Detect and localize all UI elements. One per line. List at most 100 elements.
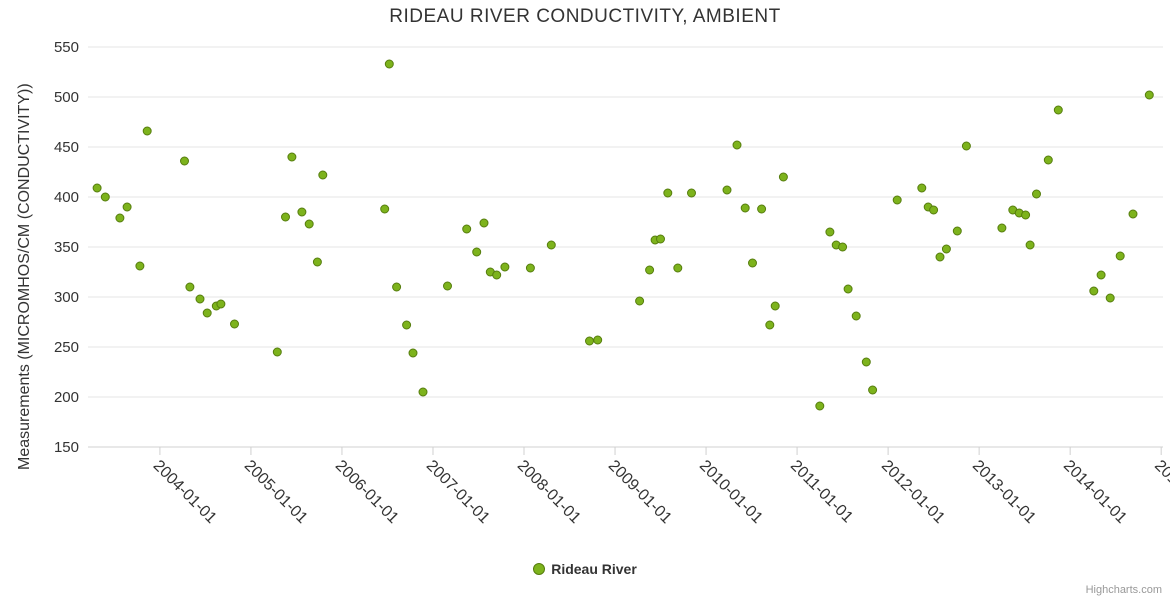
data-point[interactable] [318, 170, 328, 180]
data-point[interactable] [722, 185, 732, 195]
x-axis-tick-label: 2007-01-01 [423, 457, 493, 527]
y-axis-tick-label: 450 [54, 139, 79, 156]
data-point[interactable] [272, 347, 282, 357]
data-point[interactable] [941, 244, 951, 254]
y-axis-tick-label: 200 [54, 389, 79, 406]
data-point[interactable] [185, 282, 195, 292]
data-point[interactable] [281, 212, 290, 222]
data-point[interactable] [952, 226, 962, 236]
x-axis-tick-label: 2014-01-01 [1060, 457, 1130, 527]
x-axis-tick-label: 2013-01-01 [969, 457, 1039, 527]
data-point[interactable] [135, 261, 145, 271]
data-point[interactable] [384, 59, 394, 69]
y-axis-tick-label: 150 [54, 439, 79, 456]
data-point[interactable] [408, 348, 418, 358]
data-point[interactable] [997, 223, 1007, 233]
data-point[interactable] [402, 320, 412, 330]
data-point[interactable] [443, 281, 452, 291]
x-axis-tick-label: 2008-01-01 [514, 457, 584, 527]
x-axis-tick-label: 2011-01-01 [787, 457, 856, 526]
data-point[interactable] [1089, 286, 1099, 296]
data-point[interactable] [851, 311, 861, 321]
x-axis-tick-label: 2015-01-01 [1151, 457, 1170, 527]
data-point[interactable] [216, 299, 226, 309]
data-point[interactable] [1043, 155, 1053, 165]
x-axis-tick-label: 2004-01-01 [150, 457, 220, 527]
data-point[interactable] [935, 252, 945, 262]
data-point[interactable] [100, 192, 110, 202]
data-point[interactable] [770, 301, 780, 311]
data-point[interactable] [838, 242, 848, 252]
x-axis-tick-label: 2005-01-01 [241, 457, 311, 527]
data-point[interactable] [843, 284, 853, 294]
data-point[interactable] [546, 240, 556, 250]
data-point[interactable] [312, 257, 322, 267]
data-point[interactable] [115, 213, 125, 223]
data-point[interactable] [180, 156, 189, 166]
data-point[interactable] [297, 207, 307, 217]
data-point[interactable] [917, 183, 927, 193]
data-point[interactable] [92, 183, 102, 193]
data-point[interactable] [656, 234, 665, 244]
legend-label: Rideau River [551, 561, 637, 577]
data-point[interactable] [230, 319, 239, 329]
data-point[interactable] [687, 188, 696, 198]
data-point[interactable] [1053, 105, 1063, 115]
data-point[interactable] [202, 308, 212, 318]
data-point[interactable] [1032, 189, 1041, 199]
data-point[interactable] [142, 126, 152, 136]
data-point[interactable] [392, 282, 402, 292]
data-point[interactable] [861, 357, 871, 367]
data-point[interactable] [585, 336, 594, 346]
data-point[interactable] [1096, 270, 1106, 280]
y-axis-tick-label: 250 [54, 339, 79, 356]
data-point[interactable] [892, 195, 902, 205]
y-axis-tick-label: 350 [54, 239, 79, 256]
data-point[interactable] [472, 247, 482, 257]
data-point[interactable] [929, 205, 939, 215]
data-point[interactable] [765, 320, 775, 330]
data-point[interactable] [462, 224, 472, 234]
credits-link[interactable]: Highcharts.com [1085, 584, 1162, 596]
data-point[interactable] [732, 140, 742, 150]
y-axis-tick-label: 300 [54, 289, 79, 306]
x-axis-tick-label: 2006-01-01 [332, 457, 402, 527]
data-point[interactable] [525, 263, 535, 273]
legend-item-rideau-river[interactable]: Rideau River [0, 561, 1170, 577]
data-point[interactable] [287, 152, 297, 162]
data-point[interactable] [635, 296, 645, 306]
data-point[interactable] [825, 227, 835, 237]
y-axis-tick-label: 550 [54, 39, 79, 56]
x-axis-tick-label: 2010-01-01 [696, 457, 766, 527]
data-point[interactable] [1025, 240, 1035, 250]
data-point[interactable] [122, 202, 132, 212]
legend-marker-icon [533, 563, 546, 575]
data-point[interactable] [778, 172, 788, 182]
data-point[interactable] [304, 219, 314, 229]
data-point[interactable] [593, 335, 603, 345]
data-point[interactable] [663, 188, 673, 198]
data-point[interactable] [757, 204, 767, 214]
data-point[interactable] [740, 203, 750, 213]
data-point[interactable] [1021, 210, 1031, 220]
y-axis-tick-label: 400 [54, 189, 79, 206]
chart-title: RIDEAU RIVER CONDUCTIVITY, AMBIENT [389, 6, 781, 27]
data-point[interactable] [673, 263, 683, 273]
data-point[interactable] [815, 401, 825, 411]
data-point[interactable] [645, 265, 655, 275]
data-point[interactable] [748, 258, 757, 268]
data-point[interactable] [380, 204, 390, 214]
data-point[interactable] [418, 387, 428, 397]
data-point[interactable] [195, 294, 205, 304]
data-point[interactable] [1105, 293, 1115, 303]
data-point[interactable] [868, 385, 878, 395]
data-point[interactable] [1144, 90, 1154, 100]
data-point[interactable] [1128, 209, 1138, 219]
data-point[interactable] [1115, 251, 1125, 261]
data-point[interactable] [492, 270, 502, 280]
data-point[interactable] [961, 141, 971, 151]
data-point[interactable] [500, 262, 510, 272]
data-point[interactable] [479, 218, 489, 228]
